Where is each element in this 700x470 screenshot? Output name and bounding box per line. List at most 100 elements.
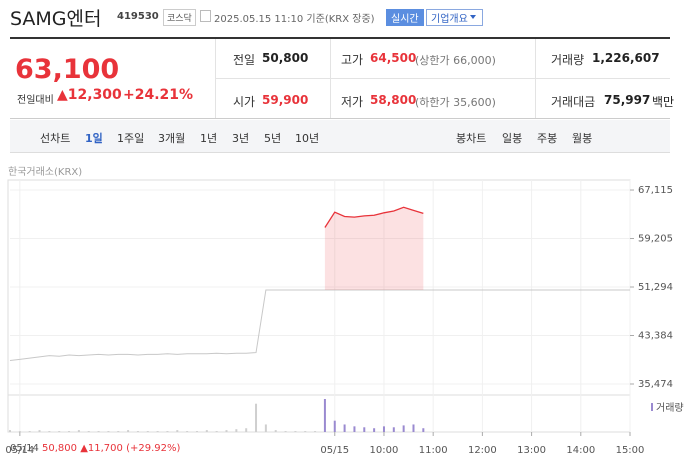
volume-bar	[314, 431, 317, 432]
stat-label: 시가	[233, 95, 256, 109]
company-button[interactable]: 기업개요	[426, 9, 483, 26]
stat-value: 59,900	[262, 93, 309, 107]
volume-bar	[412, 424, 415, 432]
line	[9, 289, 630, 362]
tab[interactable]: 1일	[85, 132, 103, 145]
x-tick-label: 14:00	[566, 445, 595, 456]
x-tick-label: 13:00	[517, 445, 546, 456]
volume-bar	[333, 420, 336, 432]
footer-close: 50,800	[42, 443, 78, 454]
y-tick-label: 67,115	[638, 185, 673, 196]
company-label: 기업개요	[431, 14, 468, 25]
tab-bar	[10, 120, 670, 153]
volume-legend-swatch	[651, 403, 653, 411]
y-tick-label: 35,474	[638, 379, 673, 390]
volume-bar	[363, 427, 366, 432]
volume-bar	[245, 428, 248, 432]
volume-bar	[205, 430, 208, 432]
volume-bar	[304, 431, 307, 432]
datetime: 2025.05.15 11:10 기준(KRX 장중)	[214, 14, 375, 25]
volume-bar	[58, 431, 61, 432]
tab[interactable]: 10년	[295, 132, 320, 145]
current-price: 63,100	[15, 54, 120, 85]
x-tick-label: 11:00	[419, 445, 448, 456]
volume-bar	[146, 431, 149, 432]
volume-bar	[255, 403, 258, 432]
tab[interactable]: 주봉	[537, 132, 558, 145]
volume-bar	[402, 425, 405, 432]
volume-bar	[392, 427, 395, 432]
tab[interactable]: 3년	[232, 132, 250, 145]
stat-value: 75,997	[604, 93, 651, 107]
tab[interactable]: 일봉	[502, 132, 523, 145]
volume-bar	[373, 428, 376, 432]
stat-value: 1,226,607	[592, 51, 660, 65]
volume-bar	[382, 426, 385, 432]
stat-label: 고가	[341, 53, 364, 67]
volume-bar	[323, 399, 326, 432]
divider	[330, 39, 331, 118]
tab[interactable]: 월봉	[572, 132, 593, 145]
stat-label: 저가	[341, 95, 364, 109]
plot-frame	[7, 179, 631, 433]
tab[interactable]: 1년	[200, 132, 218, 145]
divider	[535, 39, 536, 118]
footer-change: ▲11,700	[80, 443, 123, 454]
volume-bar	[28, 431, 31, 432]
volume-bar	[68, 431, 71, 432]
footer-date: 05/14	[10, 443, 39, 454]
volume-bar	[117, 431, 120, 432]
tab[interactable]: 5년	[264, 132, 282, 145]
tab[interactable]: 3개월	[158, 132, 186, 145]
volume-bar	[87, 431, 90, 432]
stock-code: 419530	[117, 11, 159, 22]
source: 한국거래소(KRX)	[0, 163, 82, 178]
volume-bar	[176, 430, 179, 432]
y-tick-label: 59,205	[638, 234, 673, 245]
stat-label: 거래량	[551, 53, 585, 67]
stat-unit: 백만	[652, 95, 675, 109]
volume-bar	[343, 424, 346, 432]
volume-bar	[48, 431, 51, 432]
volume-bar	[215, 431, 218, 432]
volume-bar	[294, 431, 297, 432]
volume-bar	[195, 431, 198, 432]
volume-bar	[97, 431, 100, 432]
volume-bar	[422, 428, 425, 432]
stat-extra: (상한가 66,000)	[415, 54, 496, 67]
realtime-button[interactable]: 실시간	[386, 9, 424, 26]
volume-bar	[18, 431, 21, 432]
tab-group-label: 봉차트	[456, 132, 487, 145]
area	[324, 207, 424, 291]
stat-value: 64,500	[370, 51, 417, 65]
divider	[215, 78, 670, 79]
stats-bottom	[10, 118, 670, 119]
change-rate: +24.21%	[123, 87, 194, 103]
volume-bar	[77, 430, 80, 432]
volume-bar	[107, 431, 110, 432]
line	[324, 206, 424, 228]
volume-bar	[225, 430, 228, 432]
volume-label: 거래량	[656, 402, 684, 414]
volume-bar	[353, 426, 356, 432]
footer: 05/14 50,800 ▲11,700 (+29.92%)	[10, 443, 180, 454]
volume-bar	[264, 424, 267, 432]
change: ▲12,300	[57, 87, 122, 103]
x-tick-label: 05/15	[320, 445, 349, 456]
stat-label: 전일	[233, 53, 256, 67]
volume-bar	[38, 430, 41, 432]
volume-bar	[274, 430, 277, 432]
source-label: 한국거래소(KRX)	[8, 167, 83, 178]
volume-bar	[186, 431, 189, 432]
volume-bar	[9, 430, 11, 432]
market-badge: 코스닥	[163, 9, 196, 26]
volume-bar	[235, 429, 238, 432]
volume-bar	[136, 431, 139, 432]
stock-name: SAMG엔터	[10, 8, 102, 30]
stat-label: 거래대금	[551, 95, 596, 109]
tab[interactable]: 1주일	[117, 132, 145, 145]
y-tick-label: 43,384	[638, 331, 673, 342]
volume-bar	[156, 431, 159, 432]
stat-extra: (하한가 35,600)	[415, 96, 496, 109]
